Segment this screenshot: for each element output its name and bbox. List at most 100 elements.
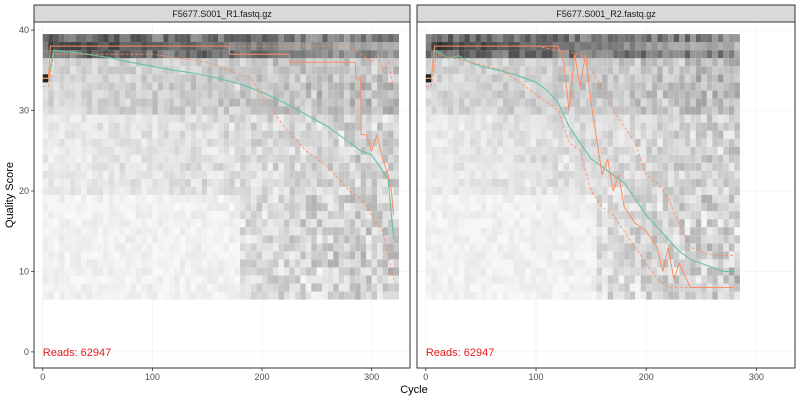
heat-tile — [234, 211, 241, 220]
heat-tile — [212, 243, 219, 252]
heat-tile — [657, 195, 663, 204]
heat-tile — [283, 195, 290, 204]
heat-tile — [311, 90, 317, 99]
heat-tile — [272, 154, 279, 163]
heat-tile — [75, 195, 82, 204]
heat-tile — [393, 275, 400, 284]
heat-tile — [316, 50, 323, 59]
heat-tile — [146, 195, 153, 204]
heat-tile — [201, 98, 208, 107]
heat-tile — [701, 138, 707, 147]
heat-tile — [157, 243, 164, 252]
heat-tile — [130, 122, 136, 131]
heat-tile — [322, 211, 328, 220]
heat-tile — [377, 98, 383, 107]
heat-tile — [53, 211, 60, 220]
heat-tile — [491, 82, 498, 91]
heat-tile — [251, 211, 257, 220]
heat-tile — [267, 178, 273, 187]
heat-tile — [272, 146, 279, 155]
heat-tile — [580, 267, 586, 276]
heat-tile — [580, 154, 586, 163]
heat-tile — [508, 211, 514, 220]
heat-tile — [81, 82, 87, 91]
heat-tile — [728, 138, 735, 147]
heat-tile — [141, 146, 147, 155]
heat-tile — [591, 227, 597, 236]
heat-tile — [333, 203, 339, 212]
heat-tile — [316, 146, 323, 155]
heat-tile — [97, 275, 104, 284]
heat-tile — [585, 114, 592, 123]
heat-tile — [141, 138, 147, 147]
heat-tile — [475, 275, 481, 284]
heat-tile — [75, 122, 82, 131]
heat-tile — [234, 42, 241, 51]
heat-tile — [525, 138, 531, 147]
heat-tile — [119, 267, 125, 276]
heat-tile — [513, 243, 520, 252]
heat-tile — [349, 195, 356, 204]
heat-tile — [453, 283, 459, 292]
heat-tile — [684, 98, 691, 107]
heat-tile — [706, 203, 713, 212]
heat-tile — [108, 203, 115, 212]
heat-tile — [706, 50, 713, 59]
heat-tile — [464, 82, 470, 91]
heat-tile — [591, 275, 597, 284]
heat-tile — [267, 267, 273, 276]
heat-tile — [377, 90, 383, 99]
heat-tile — [585, 251, 592, 260]
heat-tile — [662, 98, 669, 107]
heat-tile — [53, 154, 60, 163]
heat-tile — [272, 275, 279, 284]
heat-tile — [322, 50, 328, 59]
heat-tile — [262, 235, 268, 244]
heat-tile — [289, 211, 295, 220]
heat-tile — [475, 291, 481, 300]
heat-tile — [388, 42, 394, 51]
heat-tile — [152, 74, 158, 83]
heat-tile — [135, 90, 142, 99]
heat-tile — [163, 219, 169, 228]
heat-tile — [114, 74, 120, 83]
heat-tile — [377, 291, 383, 300]
heat-tile — [174, 219, 180, 228]
heat-tile — [530, 74, 537, 83]
heat-tile — [114, 58, 120, 67]
heat-tile — [377, 138, 383, 147]
heat-tile — [338, 203, 345, 212]
heat-tile — [569, 122, 575, 131]
heat-tile — [229, 195, 235, 204]
heat-tile — [613, 259, 619, 268]
heat-tile — [646, 82, 652, 91]
heat-tile — [256, 291, 263, 300]
heat-tile — [425, 203, 432, 212]
heat-tile — [646, 42, 652, 51]
heat-tile — [475, 106, 481, 115]
heat-tile — [207, 211, 213, 220]
heat-tile — [267, 275, 273, 284]
heat-tile — [502, 211, 509, 220]
heat-tile — [717, 130, 724, 139]
heat-tile — [300, 170, 306, 179]
heat-tile — [393, 178, 400, 187]
heat-tile — [475, 267, 481, 276]
heat-tile — [458, 58, 465, 67]
heat-tile — [574, 106, 581, 115]
heat-tile — [513, 90, 520, 99]
heat-tile — [662, 267, 669, 276]
heat-tile — [267, 170, 273, 179]
heat-tile — [207, 106, 213, 115]
heat-tile — [442, 170, 448, 179]
heat-tile — [547, 203, 553, 212]
heat-tile — [541, 227, 548, 236]
heat-tile — [157, 235, 164, 244]
heat-tile — [657, 283, 663, 292]
heat-tile — [624, 235, 630, 244]
heat-tile — [580, 259, 586, 268]
heat-tile — [640, 106, 647, 115]
heat-tile — [355, 50, 361, 59]
heat-tile — [53, 251, 60, 260]
heat-tile — [114, 66, 120, 75]
